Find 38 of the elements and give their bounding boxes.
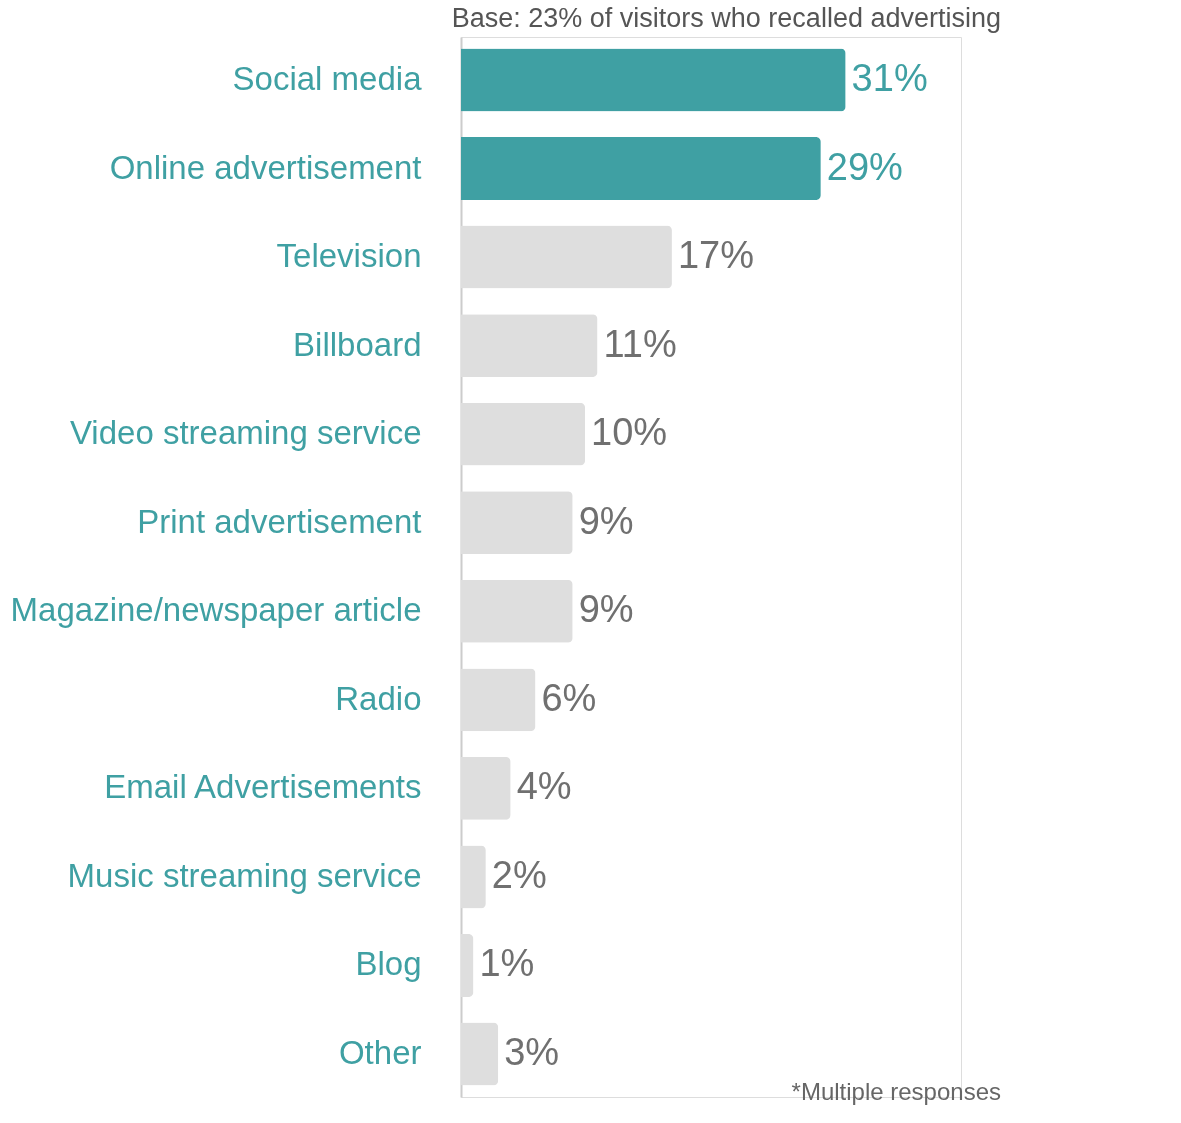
annotation: *Multiple responses — [791, 1078, 1001, 1105]
text: Base: 23% of visitors who recalled advertising — [451, 3, 1001, 33]
bar — [461, 934, 474, 997]
data-label: 29% — [826, 145, 903, 188]
bar — [461, 845, 486, 909]
bar — [461, 1022, 499, 1086]
y-tick-label: Social media — [232, 59, 423, 97]
data-label: 9% — [578, 588, 634, 631]
bar — [461, 756, 511, 820]
bar — [461, 579, 573, 643]
data-label: 6% — [541, 676, 597, 719]
bar — [461, 137, 821, 200]
data-label: 9% — [578, 499, 634, 542]
data-label: 17% — [677, 234, 754, 277]
y-tick-label: Billboard — [293, 325, 422, 363]
y-tick-label: Video streaming service — [69, 414, 422, 452]
y-tick-label: Print advertisement — [137, 502, 422, 540]
data-label: 4% — [516, 765, 572, 808]
bar — [461, 225, 672, 289]
y-tick-label: Online advertisement — [109, 148, 422, 186]
data-label: 1% — [479, 942, 535, 985]
bar — [461, 48, 846, 112]
bar — [461, 491, 573, 555]
data-label: 3% — [504, 1031, 560, 1074]
y-tick-label: Television — [276, 237, 422, 275]
y-tick-label: Blog — [355, 945, 422, 983]
y-tick-label: Radio — [335, 679, 422, 717]
bar — [461, 402, 586, 466]
data-label: 2% — [491, 853, 547, 896]
data-label: 10% — [591, 411, 668, 454]
data-label: 31% — [851, 56, 928, 99]
y-tick-label: Other — [338, 1034, 422, 1072]
y-tick-label: Magazine/newspaper article — [10, 591, 422, 629]
bar — [461, 314, 598, 378]
y-tick-label: Email Advertisements — [104, 768, 422, 806]
y-tick-label: Music streaming service — [67, 856, 422, 894]
bar — [461, 668, 536, 732]
data-label: 11% — [603, 322, 677, 365]
